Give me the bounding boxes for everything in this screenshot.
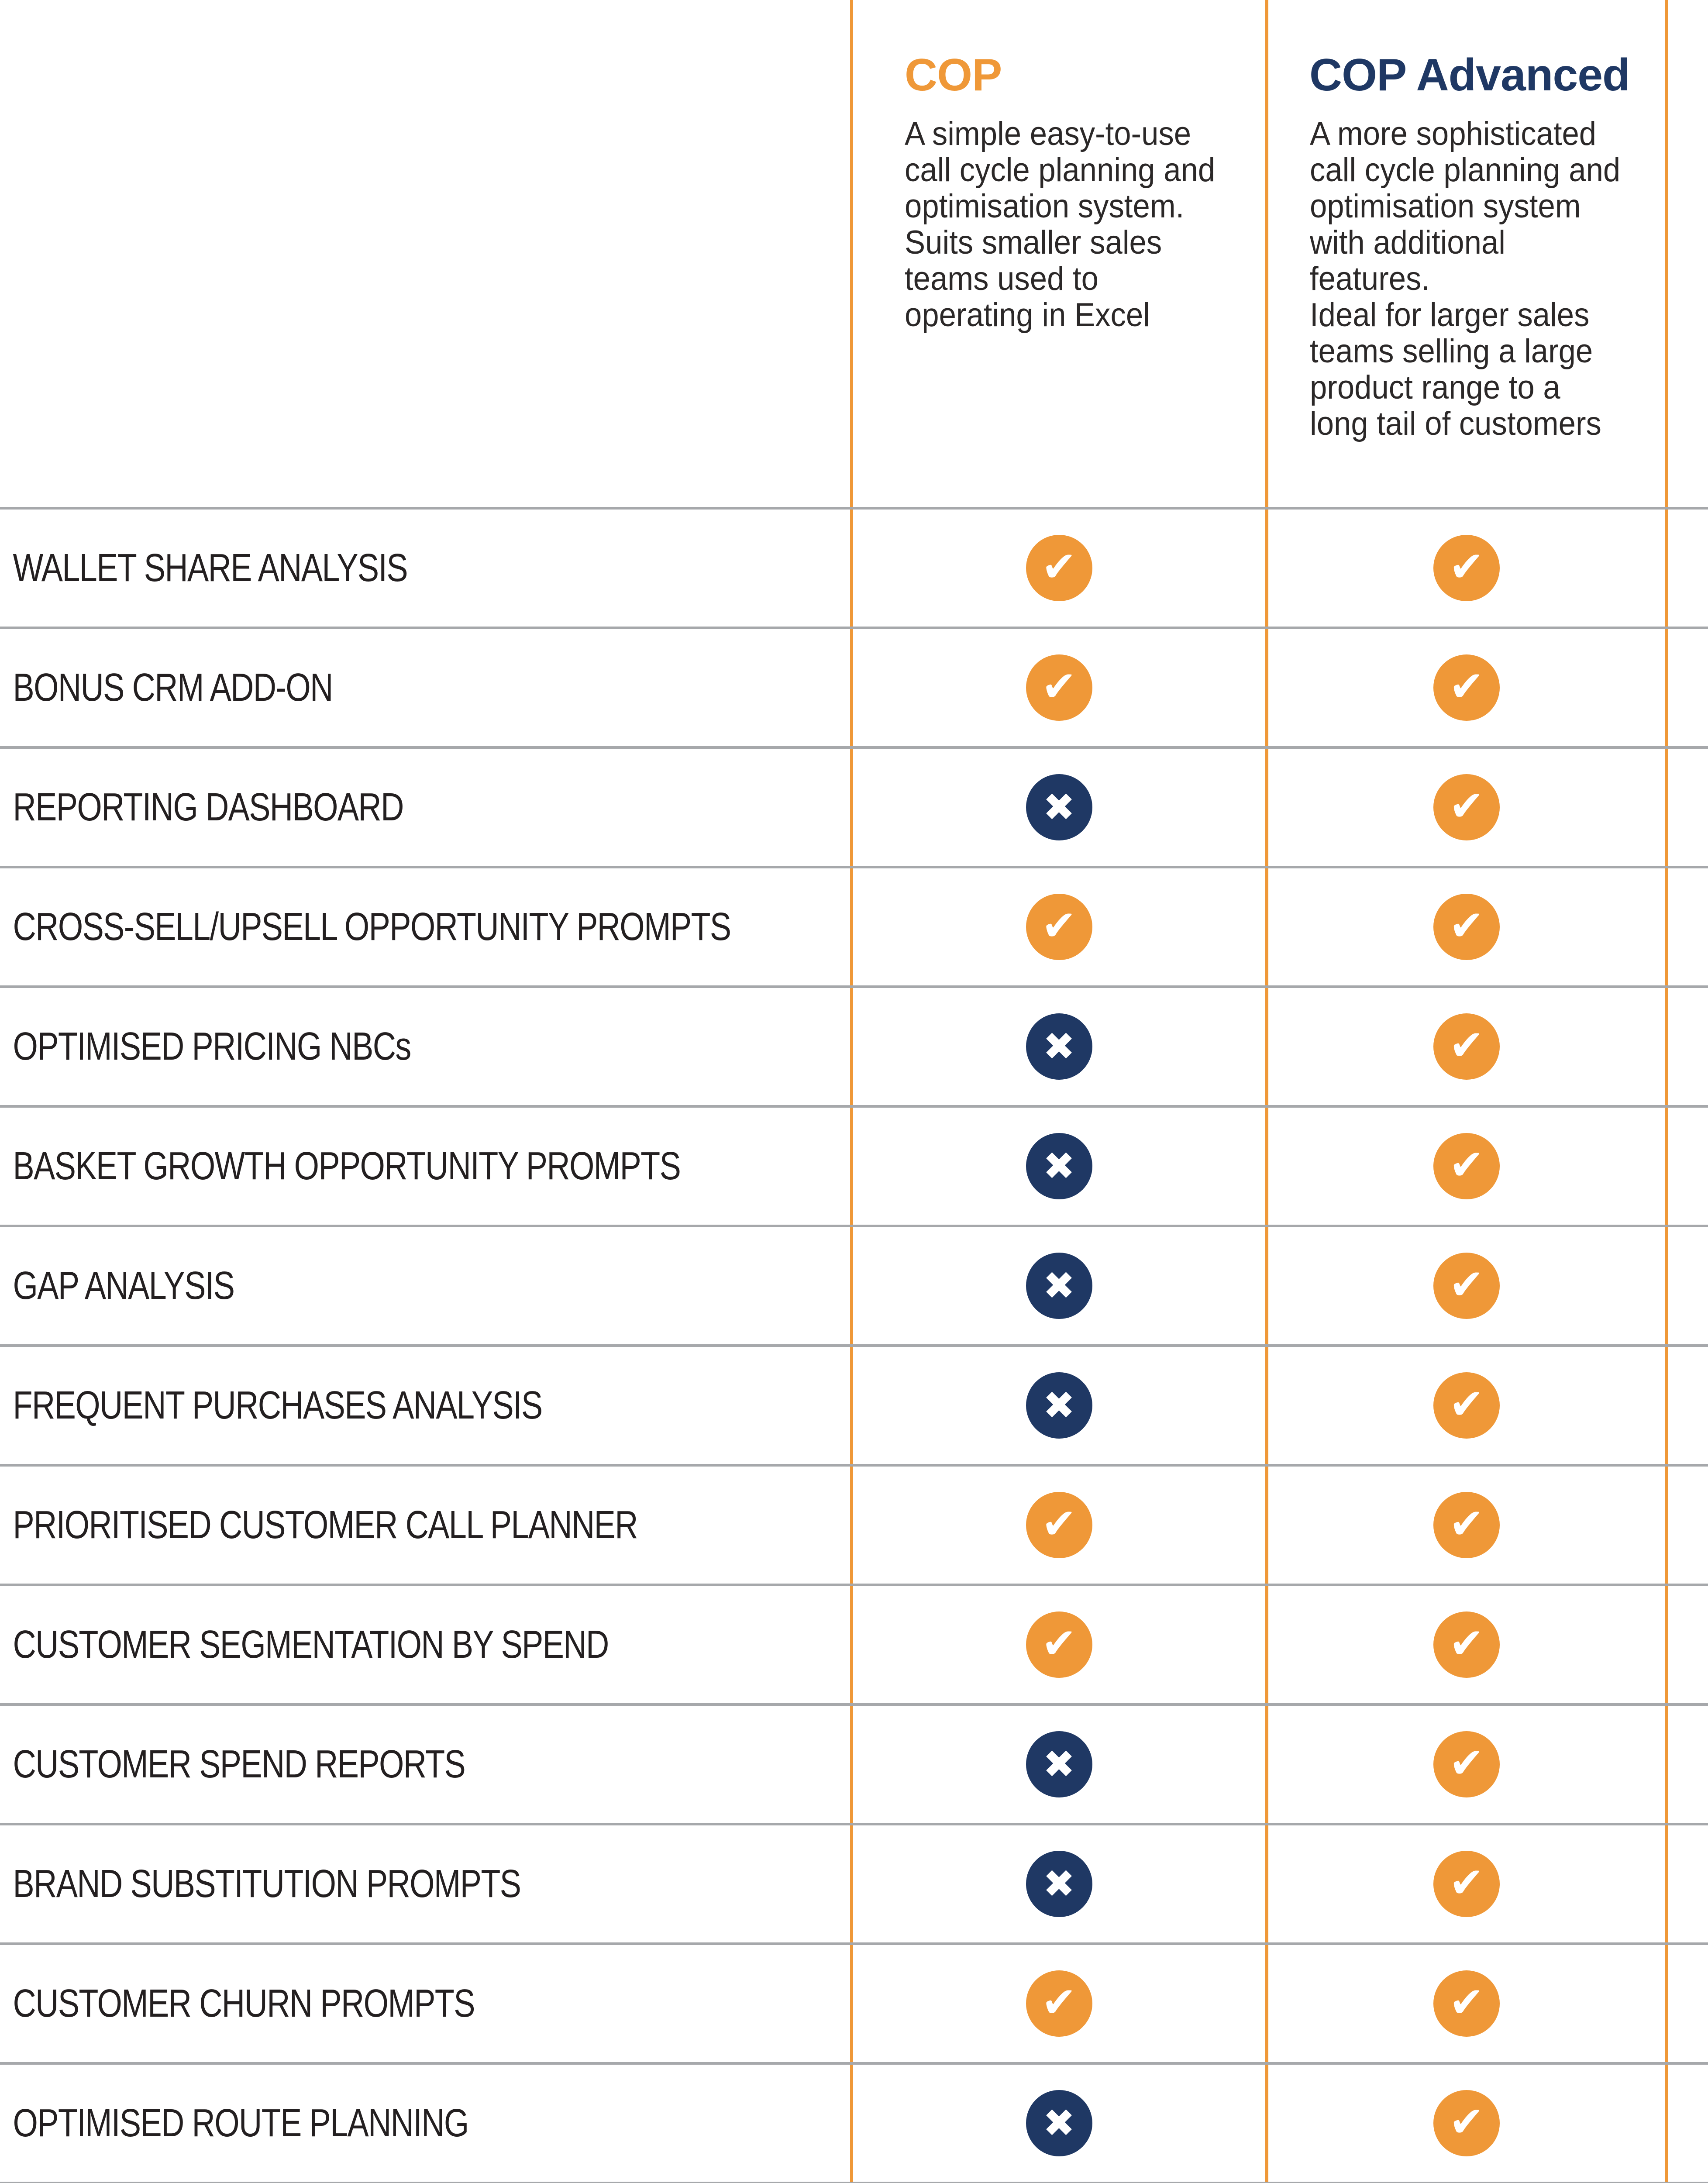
- check-icon: [1433, 1851, 1500, 1917]
- feature-label: OPTIMISED ROUTE PLANNING: [13, 2101, 469, 2145]
- table-row: BASKET GROWTH OPPORTUNITY PROMPTS: [0, 1108, 1708, 1227]
- check-icon: [1026, 654, 1092, 721]
- check-icon: [1433, 1731, 1500, 1797]
- check-icon: [1433, 1611, 1500, 1678]
- table-row: CROSS-SELL/UPSELL OPPORTUNITY PROMPTS: [0, 868, 1708, 988]
- feature-label: GAP ANALYSIS: [13, 1264, 235, 1308]
- table-row: CUSTOMER CHURN PROMPTS: [0, 1945, 1708, 2065]
- feature-label: PRIORITISED CUSTOMER CALL PLANNER: [13, 1503, 638, 1547]
- feature-label: CUSTOMER SPEND REPORTS: [13, 1742, 466, 1786]
- check-icon: [1433, 2090, 1500, 2156]
- check-icon: [1433, 894, 1500, 960]
- check-icon: [1433, 1372, 1500, 1439]
- cross-icon: [1026, 774, 1092, 840]
- check-icon: [1433, 535, 1500, 601]
- cross-icon: [1026, 1013, 1092, 1080]
- check-icon: [1433, 774, 1500, 840]
- cop-column-title: COP: [905, 50, 1002, 100]
- feature-label: CROSS-SELL/UPSELL OPPORTUNITY PROMPTS: [13, 905, 732, 949]
- table-row: OPTIMISED ROUTE PLANNING: [0, 2065, 1708, 2183]
- feature-label: CUSTOMER SEGMENTATION BY SPEND: [13, 1622, 610, 1667]
- cop-advanced-description: A more sophisticated call cycle planning…: [1310, 115, 1621, 442]
- feature-label: WALLET SHARE ANALYSIS: [13, 546, 408, 590]
- check-icon: [1433, 1492, 1500, 1558]
- feature-label: CUSTOMER CHURN PROMPTS: [13, 1981, 475, 2025]
- check-icon: [1026, 1611, 1092, 1678]
- table-row: BRAND SUBSTITUTION PROMPTS: [0, 1825, 1708, 1945]
- check-icon: [1433, 654, 1500, 721]
- check-icon: [1026, 535, 1092, 601]
- check-icon: [1026, 1970, 1092, 2037]
- cross-icon: [1026, 1372, 1092, 1439]
- table-row: GAP ANALYSIS: [0, 1227, 1708, 1347]
- table-row: BONUS CRM ADD-ON: [0, 629, 1708, 749]
- check-icon: [1433, 1133, 1500, 1199]
- cop-description: A simple easy-to-use call cycle planning…: [905, 115, 1216, 334]
- table-row: CUSTOMER SEGMENTATION BY SPEND: [0, 1586, 1708, 1706]
- table-row: CUSTOMER SPEND REPORTS: [0, 1706, 1708, 1825]
- check-icon: [1026, 894, 1092, 960]
- cross-icon: [1026, 1731, 1092, 1797]
- cross-icon: [1026, 1253, 1092, 1319]
- column-divider-line-3: [1665, 0, 1668, 2183]
- table-row: REPORTING DASHBOARD: [0, 749, 1708, 868]
- cross-icon: [1026, 2090, 1092, 2156]
- feature-label: FREQUENT PURCHASES ANALYSIS: [13, 1383, 543, 1427]
- feature-label: BASKET GROWTH OPPORTUNITY PROMPTS: [13, 1144, 681, 1188]
- feature-label: BRAND SUBSTITUTION PROMPTS: [13, 1862, 521, 1906]
- table-row: FREQUENT PURCHASES ANALYSIS: [0, 1347, 1708, 1467]
- check-icon: [1433, 1013, 1500, 1080]
- cross-icon: [1026, 1851, 1092, 1917]
- table-row: WALLET SHARE ANALYSIS: [0, 510, 1708, 629]
- cop-advanced-column-title: COP Advanced: [1309, 50, 1630, 100]
- table-row: OPTIMISED PRICING NBCs: [0, 988, 1708, 1108]
- check-icon: [1433, 1253, 1500, 1319]
- feature-table: WALLET SHARE ANALYSIS BONUS CRM ADD-ON R…: [0, 507, 1708, 2183]
- check-icon: [1026, 1492, 1092, 1558]
- feature-label: BONUS CRM ADD-ON: [13, 665, 334, 709]
- check-icon: [1433, 1970, 1500, 2037]
- column-divider-line-2: [1265, 0, 1268, 2183]
- feature-label: OPTIMISED PRICING NBCs: [13, 1024, 412, 1068]
- feature-label: REPORTING DASHBOARD: [13, 785, 404, 829]
- cross-icon: [1026, 1133, 1092, 1199]
- table-row: PRIORITISED CUSTOMER CALL PLANNER: [0, 1467, 1708, 1586]
- column-divider-line-1: [850, 0, 853, 2183]
